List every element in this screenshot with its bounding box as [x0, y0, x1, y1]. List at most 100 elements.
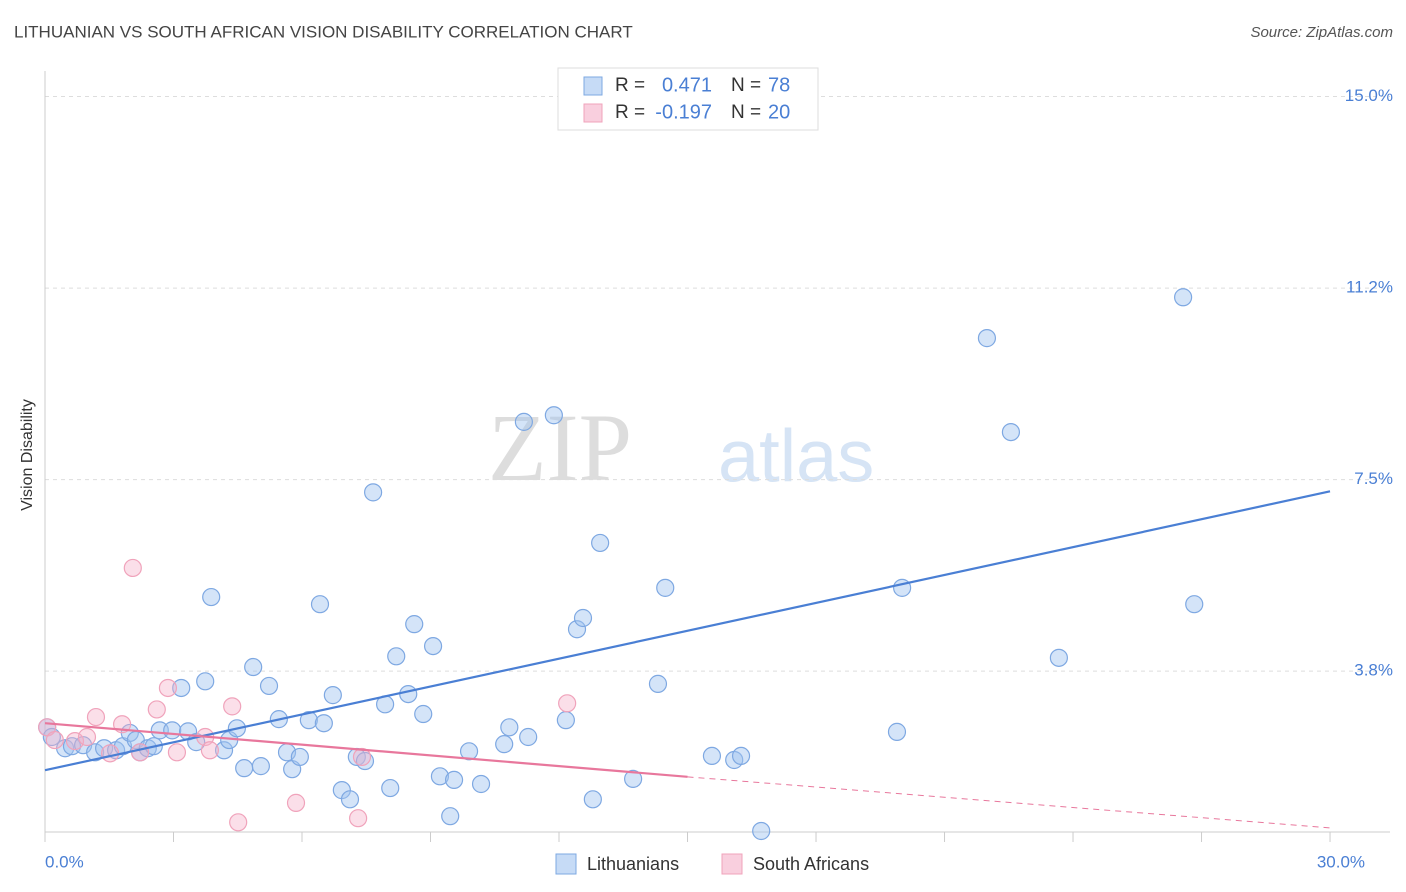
point [514, 412, 533, 431]
legend-value: 0.471 [662, 74, 712, 96]
point [340, 790, 360, 809]
point [42, 727, 61, 747]
point [235, 759, 254, 778]
point [441, 807, 460, 826]
point [147, 700, 166, 719]
point [310, 595, 330, 614]
point [567, 620, 587, 639]
point [656, 578, 675, 597]
point [229, 813, 248, 832]
point [200, 741, 220, 760]
point [352, 747, 372, 767]
y-tick-label: 15.0% [1345, 86, 1393, 105]
point [244, 657, 263, 677]
legend-label: N = [731, 75, 761, 96]
point [364, 483, 383, 502]
point [1174, 288, 1193, 307]
legend-value: -0.197 [655, 101, 712, 123]
legend-entry: South Africans [753, 854, 869, 874]
point [314, 714, 333, 733]
legend-label: N = [731, 102, 761, 123]
point [251, 757, 270, 776]
legend-swatch [555, 853, 577, 875]
point [423, 636, 443, 656]
point [77, 727, 97, 747]
point [500, 718, 519, 737]
point [1001, 422, 1021, 442]
point [430, 767, 450, 786]
point [163, 721, 182, 740]
point [544, 406, 563, 425]
point [86, 743, 105, 762]
point [731, 746, 751, 766]
trend-line [44, 722, 688, 778]
point [167, 743, 187, 762]
point [214, 741, 234, 760]
point [1049, 648, 1068, 667]
point [65, 731, 85, 751]
point [101, 744, 120, 763]
y-tick-label: 11.2% [1346, 278, 1393, 297]
point [702, 746, 722, 766]
trend-line [687, 776, 1331, 829]
point [887, 722, 907, 741]
trend-line [44, 490, 1331, 772]
point [495, 735, 514, 754]
point [573, 608, 593, 628]
legend-entry: Lithuanians [587, 854, 679, 874]
point [591, 533, 610, 553]
x-tick-label: 30.0% [1317, 852, 1365, 871]
point [172, 678, 191, 698]
point [196, 672, 215, 691]
legend-value: 20 [768, 101, 790, 123]
point [405, 615, 424, 634]
point [158, 678, 178, 698]
point [399, 685, 418, 704]
point [414, 704, 433, 724]
point [558, 694, 577, 713]
point [381, 778, 400, 798]
y-tick-label: 3.8% [1354, 661, 1393, 680]
points [38, 71, 1390, 842]
legend-swatch [583, 103, 603, 123]
point [519, 727, 538, 747]
point [459, 742, 479, 761]
point [130, 743, 150, 762]
point [150, 721, 169, 740]
point [323, 686, 342, 705]
watermark: atlas [718, 415, 874, 498]
point [471, 774, 491, 794]
point [444, 770, 464, 790]
point [349, 809, 368, 828]
point [977, 329, 997, 348]
y-axis-label: Vision Disability [19, 399, 36, 511]
point [299, 711, 318, 730]
x-tick-label: 0.0% [45, 852, 84, 871]
point [1185, 595, 1204, 614]
point [648, 674, 668, 693]
point [387, 647, 406, 666]
source: Source: ZipAtlas.com [1250, 24, 1393, 41]
point [259, 676, 279, 696]
trends [44, 490, 1331, 829]
point [556, 711, 575, 730]
chart-title: LITHUANIAN VS SOUTH AFRICAN VISION DISAB… [14, 22, 633, 41]
legend-value: 78 [768, 74, 790, 96]
legend-swatch [583, 76, 603, 96]
point [86, 707, 106, 727]
legend-swatch [721, 853, 743, 875]
point [752, 821, 771, 841]
legend-label: R = [615, 75, 645, 96]
point [123, 558, 142, 578]
point [624, 769, 643, 788]
point [45, 730, 64, 750]
point [583, 790, 602, 809]
point [202, 587, 221, 607]
point [223, 697, 242, 716]
point [290, 747, 309, 767]
legend-label: R = [615, 102, 645, 123]
watermark: ZIP [488, 394, 632, 501]
y-tick-label: 7.5% [1354, 469, 1393, 488]
